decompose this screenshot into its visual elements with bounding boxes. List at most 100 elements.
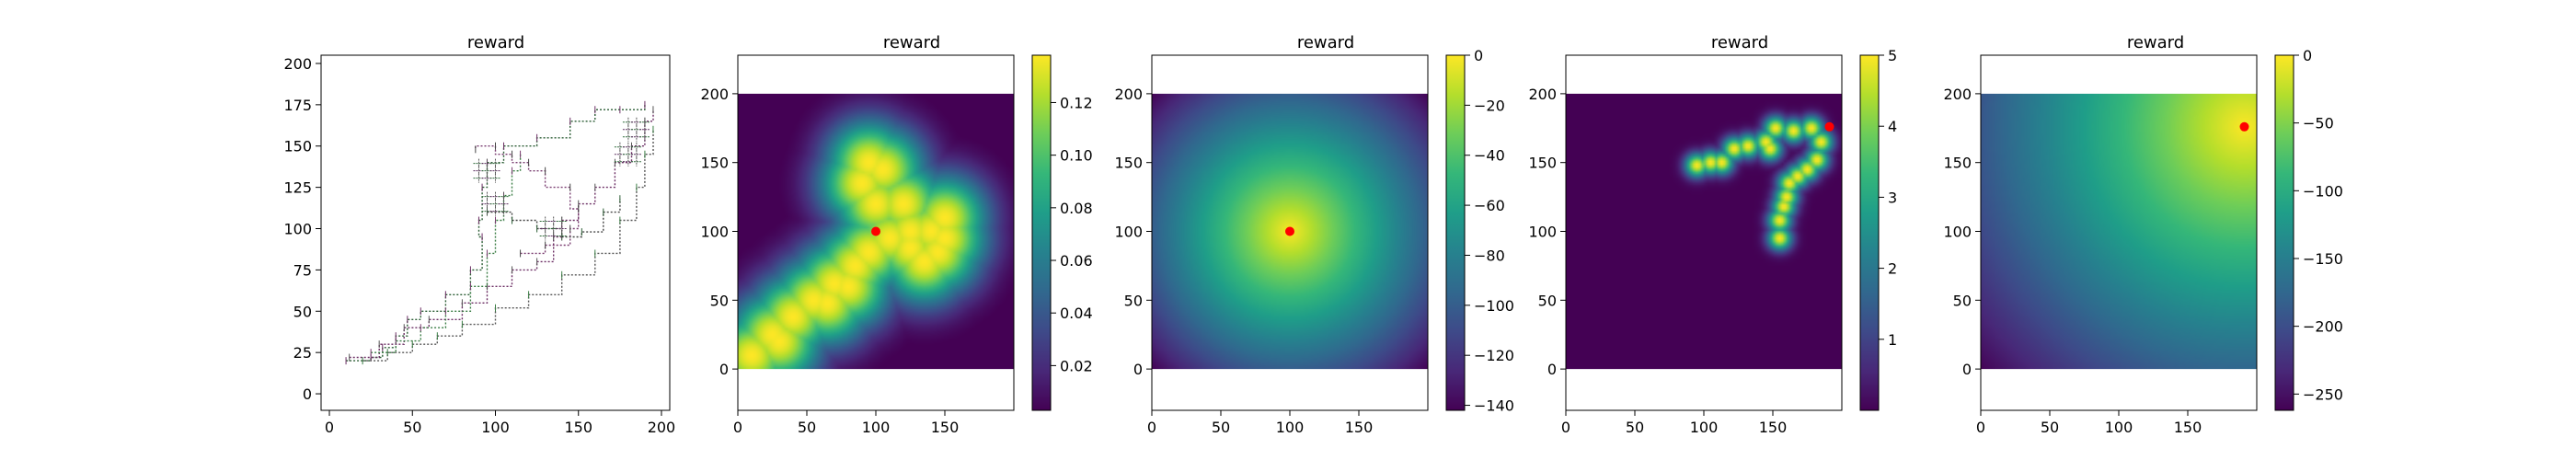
x-tick-label: 0 bbox=[325, 419, 334, 436]
x-tick-label: 100 bbox=[1690, 419, 1719, 436]
colorbar-tick-label: 2 bbox=[1888, 260, 1897, 278]
position-marker bbox=[2239, 121, 2249, 132]
x-tick-label: 0 bbox=[1147, 419, 1156, 436]
y-tick-label: 0 bbox=[719, 361, 729, 378]
y-tick-label: 0 bbox=[303, 385, 312, 403]
colorbar-tick-label: −100 bbox=[1474, 297, 1514, 315]
x-tick-label: 100 bbox=[1276, 419, 1305, 436]
colorbar-tick-label: 0 bbox=[1474, 47, 1483, 64]
x-tick-label: 150 bbox=[1345, 419, 1374, 436]
y-tick-label: 100 bbox=[1528, 224, 1557, 241]
y-tick-label: 75 bbox=[293, 261, 312, 279]
colorbar-tick-label: −140 bbox=[1474, 397, 1514, 415]
panel-2: reward bbox=[883, 33, 940, 52]
y-tick-label: 200 bbox=[1114, 86, 1143, 103]
x-tick-label: 0 bbox=[733, 419, 742, 436]
x-tick-label: 100 bbox=[862, 419, 891, 436]
panel-4: reward bbox=[1711, 33, 1768, 52]
x-tick-label: 150 bbox=[2174, 419, 2202, 436]
y-tick-label: 100 bbox=[283, 221, 312, 238]
panel-2-axes: 0 50 100 150 0 50 100 150 200 0.02 0.04 0.06 0.08 0.1… bbox=[700, 54, 1093, 436]
panel-1-axes: 0 50 100 150 200 0 25 50 75 100 125 150 175 200 bbox=[283, 54, 676, 436]
panel-5: reward bbox=[2127, 33, 2184, 52]
colorbar-tick-label: 5 bbox=[1888, 47, 1897, 64]
colorbar-tick-label: 0 bbox=[2303, 47, 2312, 64]
x-tick-label: 0 bbox=[1561, 419, 1570, 436]
colorbar-tick-label: −60 bbox=[1474, 197, 1505, 214]
y-tick-label: 150 bbox=[1528, 155, 1557, 172]
x-tick-label: 0 bbox=[1976, 419, 1985, 436]
colorbar-tick-label: −120 bbox=[1474, 347, 1514, 364]
x-tick-label: 50 bbox=[403, 419, 421, 436]
x-tick-label: 50 bbox=[798, 419, 816, 436]
panel-4-axes: 0 50 100 150 0 50 100 150 200 1 2 3 4 5 bbox=[1528, 47, 1897, 436]
x-tick-label: 100 bbox=[481, 419, 510, 436]
trajectory-path bbox=[371, 154, 522, 353]
trajectory-path bbox=[475, 145, 580, 255]
panel-2-title: reward bbox=[883, 33, 940, 52]
colorbar-tick-label: −50 bbox=[2303, 115, 2334, 132]
y-tick-label: 200 bbox=[1528, 86, 1557, 103]
colorbar-tick-label: 1 bbox=[1888, 331, 1897, 349]
colorbar bbox=[1445, 54, 1466, 411]
x-tick-label: 50 bbox=[1212, 419, 1230, 436]
y-tick-label: 175 bbox=[283, 97, 312, 114]
y-tick-label: 0 bbox=[1547, 361, 1557, 378]
colorbar bbox=[2274, 54, 2294, 411]
colorbar-tick-label: 0.10 bbox=[1060, 147, 1093, 165]
x-tick-label: 150 bbox=[931, 419, 960, 436]
panel-5-title: reward bbox=[2127, 33, 2184, 52]
y-tick-label: 150 bbox=[1114, 155, 1143, 172]
colorbar-tick-label: −80 bbox=[1474, 247, 1505, 264]
panel-3-axes: 0 50 100 150 0 50 100 150 200 0 −20 −40 −60 −80 −100 −1… bbox=[1114, 47, 1514, 436]
colorbar bbox=[1859, 54, 1880, 411]
y-tick-label: 50 bbox=[1538, 292, 1557, 309]
colorbar-tick-label: −250 bbox=[2303, 385, 2343, 403]
position-marker bbox=[1285, 226, 1294, 236]
y-tick-label: 0 bbox=[1133, 361, 1143, 378]
y-tick-label: 200 bbox=[1943, 86, 1972, 103]
x-tick-label: 100 bbox=[2105, 419, 2133, 436]
y-tick-label: 200 bbox=[283, 55, 312, 73]
x-tick-label: 50 bbox=[2041, 419, 2059, 436]
panel-1-title: reward bbox=[467, 33, 524, 52]
y-tick-label: 150 bbox=[700, 155, 729, 172]
colorbar-tick-label: −150 bbox=[2303, 250, 2343, 268]
panel-4-title: reward bbox=[1711, 33, 1768, 52]
y-tick-label: 150 bbox=[1943, 155, 1972, 172]
reward-heatmap-image bbox=[1981, 93, 2257, 370]
reward-heatmap-image bbox=[1566, 93, 1842, 370]
x-tick-label: 150 bbox=[564, 419, 592, 436]
colorbar-tick-label: −200 bbox=[2303, 318, 2343, 336]
colorbar-tick-label: −20 bbox=[1474, 97, 1505, 114]
colorbar-tick-label: 0.08 bbox=[1060, 200, 1093, 217]
panel-3: reward bbox=[1297, 33, 1354, 52]
colorbar-tick-label: 0.12 bbox=[1060, 94, 1093, 111]
y-tick-label: 100 bbox=[700, 224, 729, 241]
y-tick-label: 25 bbox=[293, 344, 312, 362]
x-tick-label: 200 bbox=[648, 419, 676, 436]
y-tick-label: 50 bbox=[293, 303, 312, 320]
y-tick-label: 200 bbox=[700, 86, 729, 103]
x-tick-label: 50 bbox=[1626, 419, 1644, 436]
colorbar bbox=[1031, 54, 1052, 411]
y-tick-label: 150 bbox=[283, 138, 312, 155]
colorbar-tick-label: −40 bbox=[1474, 147, 1505, 165]
position-marker bbox=[871, 226, 880, 236]
y-tick-label: 0 bbox=[1962, 361, 1972, 378]
panel-1: reward bbox=[467, 33, 524, 52]
colorbar-tick-label: 0.04 bbox=[1060, 305, 1093, 322]
position-marker bbox=[1824, 121, 1834, 132]
y-tick-label: 50 bbox=[710, 292, 729, 309]
panel-3-title: reward bbox=[1297, 33, 1354, 52]
trajectory-path bbox=[346, 104, 646, 362]
colorbar-tick-label: 0.02 bbox=[1060, 357, 1093, 374]
y-tick-label: 50 bbox=[1953, 292, 1972, 309]
colorbar-tick-label: 3 bbox=[1888, 189, 1897, 206]
colorbar-tick-label: −100 bbox=[2303, 182, 2343, 200]
y-tick-label: 50 bbox=[1124, 292, 1143, 309]
panel-5-axes: 0 50 100 150 0 50 100 150 200 0 −50 −100 −150 −200 −25… bbox=[1943, 47, 2343, 436]
y-tick-label: 125 bbox=[283, 179, 312, 197]
x-tick-label: 150 bbox=[1759, 419, 1788, 436]
